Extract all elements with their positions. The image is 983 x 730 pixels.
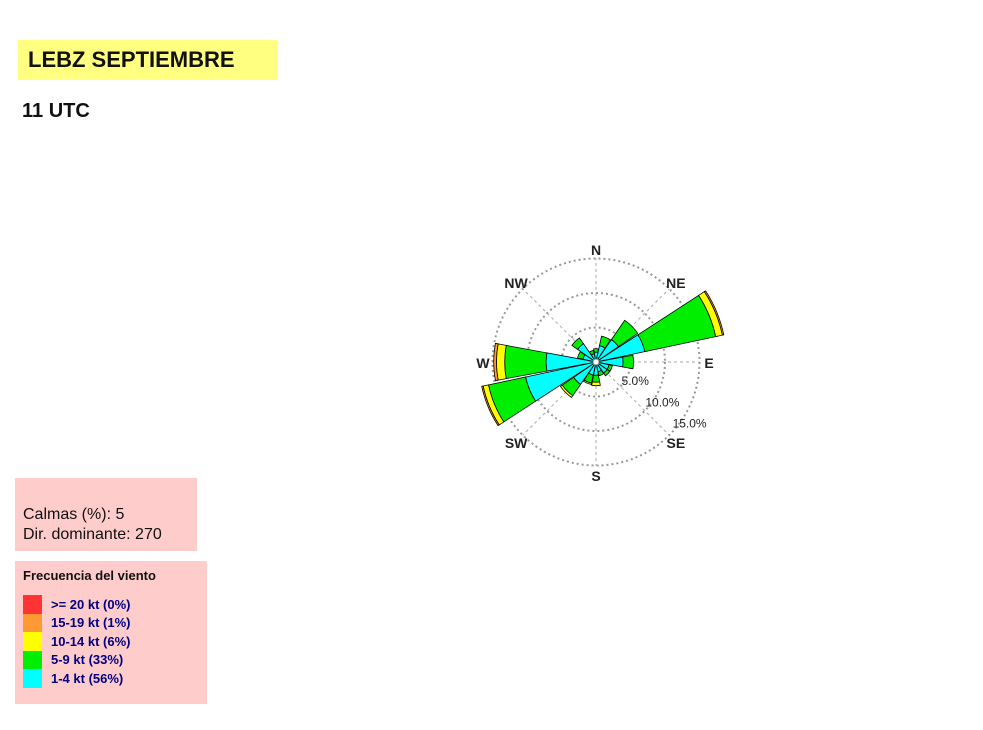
dominant-direction-text: Dir. dominante: 270 <box>23 526 162 543</box>
legend-label: 15-19 kt (1%) <box>51 615 131 631</box>
rose-wedge <box>577 351 586 360</box>
grid-ring <box>491 257 701 467</box>
rose-wedge <box>622 354 634 370</box>
grid-spoke <box>522 361 597 436</box>
info-box: Calmas (%): 5 Dir. dominante: 270 <box>15 478 197 551</box>
rose-wedge <box>559 384 574 399</box>
rose-wedge <box>603 369 611 377</box>
rose-wedge <box>582 379 592 385</box>
ring-label: 10.0% <box>645 396 679 410</box>
rose-wedge <box>606 364 613 372</box>
rose-wedge <box>593 348 599 353</box>
chart-title-text: LEBZ SEPTIEMBRE <box>28 47 235 72</box>
legend-swatch <box>23 632 42 651</box>
legend-title: Frecuencia del viento <box>23 568 156 583</box>
legend-label: 10-14 kt (6%) <box>51 633 131 649</box>
legend-item: 1-4 kt (56%) <box>23 669 207 688</box>
rose-wedge <box>571 337 584 350</box>
legend-swatch <box>23 669 42 688</box>
rose-wedge <box>481 385 500 427</box>
compass-label: S <box>591 468 600 484</box>
rose-wedge <box>493 342 499 382</box>
chart-title: LEBZ SEPTIEMBRE <box>18 40 277 80</box>
chart-subtitle: 11 UTC <box>22 100 90 122</box>
legend-label: 5-9 kt (33%) <box>51 652 124 668</box>
legend: Frecuencia del viento >= 20 kt (0%) 15-1… <box>15 561 207 704</box>
compass-label: SW <box>505 435 528 451</box>
rose-wedge <box>588 349 595 356</box>
legend-item: >= 20 kt (0%) <box>23 595 207 614</box>
grid-spoke <box>595 288 670 363</box>
legend-item: 10-14 kt (6%) <box>23 632 207 651</box>
rose-wedge <box>610 319 639 348</box>
rose-wedge <box>591 381 601 387</box>
rose-wedge <box>703 290 725 336</box>
legend-label: 1-4 kt (56%) <box>51 670 124 686</box>
compass-label: E <box>704 355 713 371</box>
legend-swatch <box>23 613 42 632</box>
legend-item: 15-19 kt (1%) <box>23 613 207 632</box>
compass-label: W <box>476 355 490 371</box>
ring-label: 5.0% <box>622 374 650 388</box>
grid-spoke <box>595 361 670 436</box>
rose-center <box>592 358 600 366</box>
compass-label: SE <box>667 435 686 451</box>
legend-swatch <box>23 650 42 669</box>
rose-wedge <box>496 343 507 381</box>
legend-label: >= 20 kt (0%) <box>51 596 131 612</box>
compass-label: N <box>591 242 601 258</box>
ring-label: 15.0% <box>673 417 707 431</box>
legend-item: 5-9 kt (33%) <box>23 650 207 669</box>
compass-label: NE <box>666 275 685 291</box>
compass-label: NW <box>504 275 528 291</box>
grid-spoke <box>522 288 597 363</box>
calms-text: Calmas (%): 5 <box>23 506 125 523</box>
legend-swatch <box>23 595 42 614</box>
rose-wedge <box>599 335 611 349</box>
rose-wedge <box>591 374 601 383</box>
